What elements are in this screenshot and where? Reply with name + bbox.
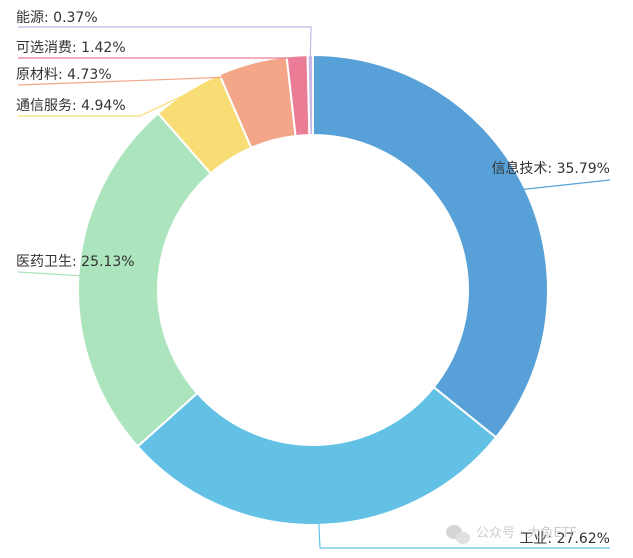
leader-line-2 <box>318 522 610 549</box>
label-leader-lines <box>17 26 611 549</box>
leader-line-7 <box>18 26 312 58</box>
slice-2[interactable] <box>136 385 498 526</box>
watermark-text: 公众号 · 大鱼ETF <box>476 525 577 541</box>
slice-labels: 信息技术: 35.79% 工业: 27.62% 医药卫生: 25.13% 通信服务: … <box>16 10 610 547</box>
slice-label-3: 医药卫生: 25.13% <box>16 254 135 270</box>
slice-label-5: 原材料: 4.73% <box>16 67 112 83</box>
slice-3[interactable] <box>77 111 213 448</box>
watermark: 公众号 · 大鱼ETF <box>446 525 577 544</box>
slice-label-4: 通信服务: 4.94% <box>16 98 126 114</box>
slice-1[interactable] <box>312 53 549 439</box>
leader-line-5 <box>17 64 254 86</box>
leader-line-1 <box>523 179 611 191</box>
donut-slices <box>77 53 549 526</box>
slice-7[interactable] <box>306 53 314 137</box>
leader-line-3 <box>17 271 81 277</box>
wechat-icon <box>446 525 470 544</box>
slice-label-6: 可选消费: 1.42% <box>16 40 126 56</box>
slice-label-1: 信息技术: 35.79% <box>491 160 610 177</box>
slice-label-2: 工业: 27.62% <box>519 531 610 547</box>
slice-label-7: 能源: 0.37% <box>16 10 98 26</box>
leader-line-4 <box>18 92 189 117</box>
